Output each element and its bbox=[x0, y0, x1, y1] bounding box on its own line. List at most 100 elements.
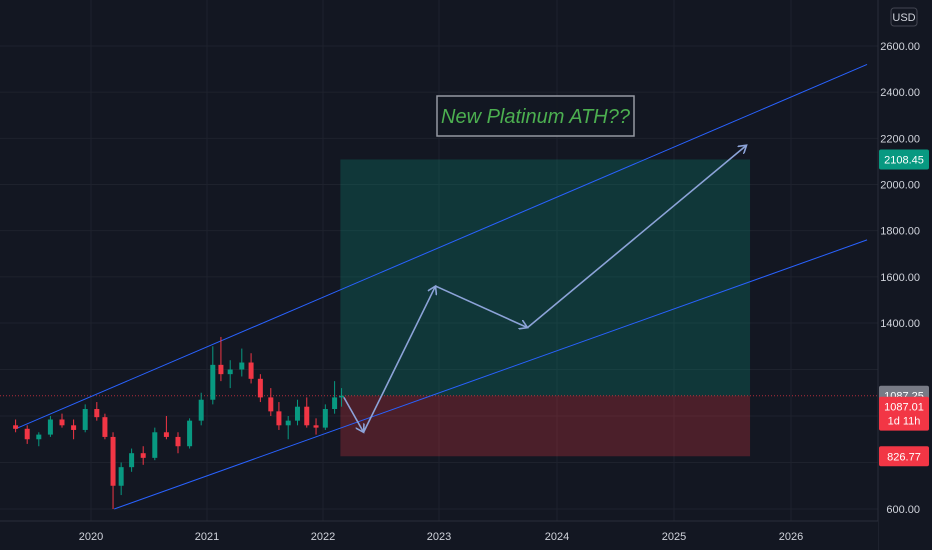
parallel-channel[interactable] bbox=[15, 64, 868, 510]
projection-segment[interactable] bbox=[435, 285, 528, 328]
projection-segment[interactable] bbox=[362, 286, 436, 433]
candle bbox=[339, 388, 345, 407]
annotation-box[interactable] bbox=[436, 95, 635, 137]
price-tick-label: 1800.00 bbox=[880, 226, 920, 238]
candle-body bbox=[71, 425, 77, 430]
candle bbox=[332, 381, 338, 414]
price-tick-label: 2600.00 bbox=[880, 41, 920, 53]
price-tick-label: 1600.00 bbox=[880, 272, 920, 284]
candle bbox=[239, 348, 245, 377]
price-tag-label: 1d 11h bbox=[888, 416, 921, 428]
time-tick-label: 2025 bbox=[662, 531, 686, 543]
candle bbox=[129, 448, 135, 472]
candle-body bbox=[257, 378, 263, 398]
candle-body bbox=[118, 467, 124, 486]
candle-body bbox=[140, 453, 146, 458]
projection-arrow-path[interactable] bbox=[343, 145, 747, 433]
candle-body bbox=[110, 436, 116, 486]
candle-body bbox=[102, 417, 108, 437]
currency-label: USD bbox=[892, 12, 915, 24]
price-tag: 2108.45 bbox=[879, 149, 929, 170]
channel-line-upper[interactable] bbox=[15, 64, 868, 430]
candle bbox=[276, 402, 282, 430]
candle-body bbox=[24, 428, 30, 440]
candle-body bbox=[218, 364, 224, 375]
price-tick-label: 600.00 bbox=[886, 504, 920, 516]
annotation-text: New Platinum ATH?? bbox=[441, 106, 631, 128]
candle bbox=[140, 446, 146, 465]
candle-body bbox=[227, 369, 233, 375]
projection-segment[interactable] bbox=[526, 145, 747, 329]
candle bbox=[285, 416, 291, 440]
candle-body bbox=[187, 420, 193, 447]
candle-body bbox=[294, 406, 300, 421]
candle-body bbox=[313, 425, 319, 428]
currency-box[interactable] bbox=[890, 7, 918, 27]
candle-body bbox=[248, 362, 254, 379]
channel-line-lower[interactable] bbox=[114, 239, 868, 510]
time-tick-label: 2020 bbox=[79, 531, 103, 543]
annotation-note[interactable]: New Platinum ATH?? bbox=[436, 95, 635, 137]
candle bbox=[102, 413, 108, 440]
price-axis[interactable]: USD 600.00 1400.00 1600.00 1800.00 2000.00 220… bbox=[877, 0, 932, 550]
candle-body bbox=[129, 453, 135, 468]
candle bbox=[218, 336, 224, 382]
candle-body bbox=[94, 409, 100, 418]
candle bbox=[24, 425, 30, 444]
candle-body bbox=[175, 436, 181, 447]
candle-body bbox=[339, 395, 345, 398]
candle bbox=[163, 416, 169, 440]
candle-body bbox=[36, 434, 42, 440]
price-tag-bg bbox=[879, 149, 929, 170]
candle-body bbox=[13, 425, 19, 429]
candle-body bbox=[239, 362, 245, 370]
long-position-tool[interactable] bbox=[0, 159, 878, 457]
price-tick-label: 2400.00 bbox=[880, 87, 920, 99]
candle-body bbox=[285, 420, 291, 426]
projection-segment[interactable] bbox=[343, 397, 364, 432]
candle-body bbox=[163, 432, 169, 437]
price-tag-label: 826.77 bbox=[887, 451, 921, 463]
position-target-zone[interactable] bbox=[340, 159, 751, 396]
candle bbox=[36, 432, 42, 447]
candle-body bbox=[322, 409, 328, 428]
candle bbox=[313, 418, 319, 435]
price-tag-bg bbox=[879, 410, 929, 431]
candle bbox=[71, 419, 77, 440]
candle bbox=[227, 360, 233, 389]
time-tick-label: 2024 bbox=[545, 531, 569, 543]
candle bbox=[294, 399, 300, 426]
candle bbox=[257, 374, 263, 403]
candle bbox=[118, 462, 124, 496]
candle bbox=[210, 346, 216, 405]
time-tick-label: 2023 bbox=[427, 531, 451, 543]
candle bbox=[94, 402, 100, 421]
time-tick-label: 2026 bbox=[779, 531, 803, 543]
candle bbox=[248, 353, 254, 384]
time-tick-label: 2022 bbox=[311, 531, 335, 543]
candle-body bbox=[304, 406, 310, 426]
candle bbox=[198, 392, 204, 426]
position-stop-zone[interactable] bbox=[340, 395, 751, 457]
candle-body bbox=[332, 397, 338, 410]
candle-body bbox=[152, 432, 158, 458]
candle bbox=[110, 432, 116, 509]
price-tick-label: 2200.00 bbox=[880, 133, 920, 145]
candlestick-series bbox=[13, 336, 345, 509]
price-tag: 826.77 bbox=[879, 446, 929, 467]
candle bbox=[152, 427, 158, 461]
candle-body bbox=[47, 419, 53, 435]
price-tag: 1d 11h bbox=[879, 410, 929, 431]
candle bbox=[322, 404, 328, 430]
candle bbox=[82, 404, 88, 433]
price-tag-label: 2108.45 bbox=[884, 154, 924, 166]
candle bbox=[187, 418, 193, 449]
time-axis[interactable]: 2020 2021 2022 2023 2024 2025 2026 bbox=[0, 520, 878, 550]
price-tick-label: 2000.00 bbox=[880, 180, 920, 192]
candle bbox=[175, 432, 181, 454]
candle bbox=[13, 419, 19, 433]
candle-body bbox=[276, 411, 282, 426]
candle bbox=[304, 397, 310, 428]
